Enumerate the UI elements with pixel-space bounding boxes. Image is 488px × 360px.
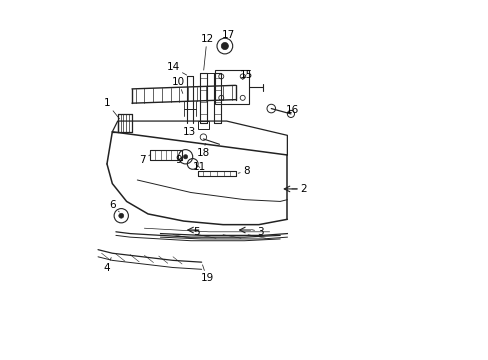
Text: 14: 14 bbox=[166, 63, 186, 75]
Text: 7: 7 bbox=[139, 155, 149, 165]
Text: 13: 13 bbox=[182, 126, 198, 137]
Text: 5: 5 bbox=[193, 227, 199, 237]
Text: 17: 17 bbox=[222, 30, 235, 43]
Circle shape bbox=[221, 42, 228, 50]
Text: 8: 8 bbox=[238, 166, 249, 176]
Bar bbox=[215, 70, 248, 104]
Text: 12: 12 bbox=[200, 34, 213, 70]
Text: 3: 3 bbox=[251, 227, 264, 237]
Circle shape bbox=[119, 213, 123, 218]
Text: 11: 11 bbox=[193, 162, 206, 172]
Text: 18: 18 bbox=[196, 143, 210, 158]
Text: 9: 9 bbox=[175, 156, 182, 165]
Text: 10: 10 bbox=[171, 77, 184, 94]
Text: 1: 1 bbox=[103, 98, 119, 119]
Text: 19: 19 bbox=[200, 265, 213, 283]
Bar bbox=[197, 121, 209, 129]
Text: 15: 15 bbox=[239, 69, 252, 80]
Text: 2: 2 bbox=[291, 184, 306, 194]
Text: 16: 16 bbox=[285, 105, 299, 115]
Text: 6: 6 bbox=[109, 200, 119, 212]
Text: 4: 4 bbox=[103, 257, 111, 273]
Circle shape bbox=[183, 155, 187, 159]
